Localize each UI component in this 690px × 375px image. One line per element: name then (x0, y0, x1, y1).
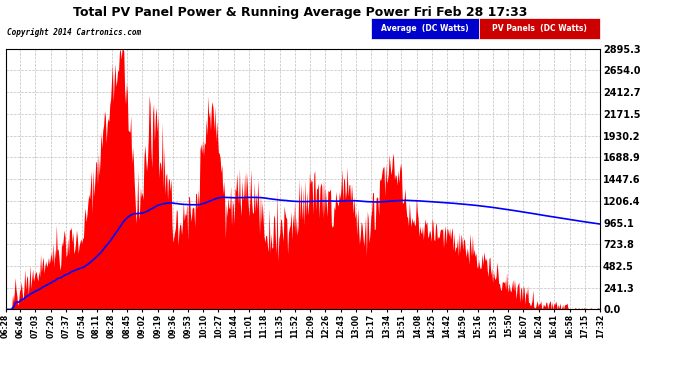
Text: Average  (DC Watts): Average (DC Watts) (382, 24, 469, 33)
Text: Copyright 2014 Cartronics.com: Copyright 2014 Cartronics.com (7, 28, 141, 37)
Text: PV Panels  (DC Watts): PV Panels (DC Watts) (492, 24, 587, 33)
Text: Total PV Panel Power & Running Average Power Fri Feb 28 17:33: Total PV Panel Power & Running Average P… (73, 6, 527, 19)
Bar (371, 18, 479, 39)
Bar (479, 18, 600, 39)
